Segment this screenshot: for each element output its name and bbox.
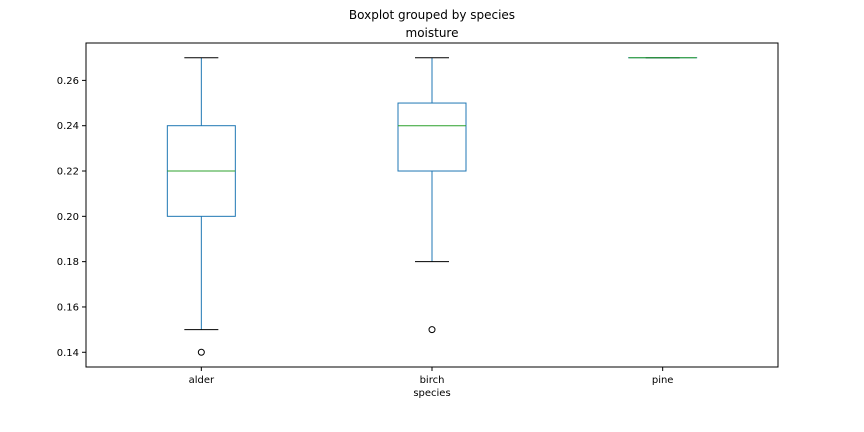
y-tick-label: 0.18 [57, 257, 79, 268]
y-tick-label: 0.16 [57, 302, 79, 313]
x-tick-label: alder [189, 375, 215, 386]
y-tick-label: 0.26 [57, 76, 79, 87]
box-birch [397, 57, 467, 334]
y-tick-label: 0.22 [57, 167, 79, 178]
chart-title: moisture [406, 26, 459, 40]
chart-suptitle: Boxplot grouped by species [349, 8, 515, 22]
y-tick-label: 0.14 [57, 348, 79, 359]
y-tick-label: 0.20 [57, 212, 79, 223]
outlier-point [428, 326, 436, 334]
x-axis-label: species [413, 388, 450, 399]
x-tick-label: birch [420, 375, 445, 386]
y-axis: 0.14 0.16 0.18 0.20 0.22 0.24 0.26 [57, 76, 86, 359]
y-tick-label: 0.24 [57, 121, 79, 132]
x-tick-label: pine [652, 375, 674, 386]
box-alder [166, 57, 236, 356]
outlier-point [197, 348, 205, 356]
boxes-group [166, 57, 698, 356]
x-axis: alder birch pine [189, 367, 674, 386]
iqr-box [397, 102, 467, 172]
